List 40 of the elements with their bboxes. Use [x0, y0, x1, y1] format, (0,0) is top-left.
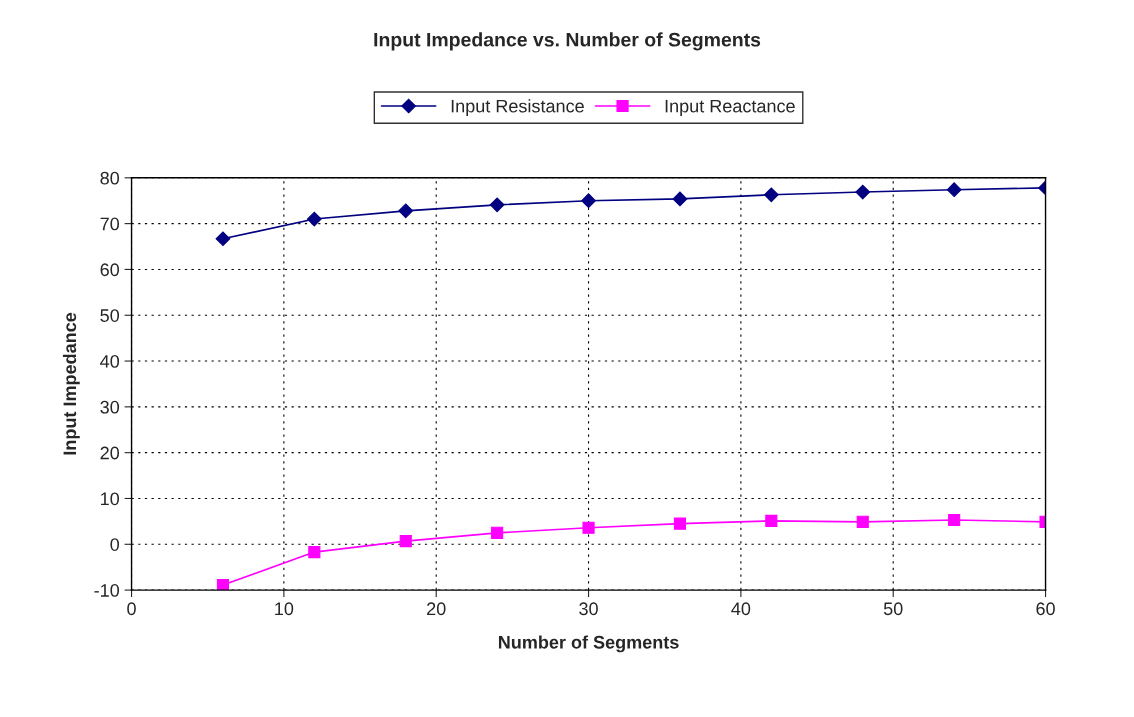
- x-tick-label: 0: [127, 602, 136, 616]
- y-tick-label: 0: [110, 538, 120, 551]
- y-tick-label: 10: [101, 492, 120, 506]
- y-tick-label: -10: [94, 584, 120, 597]
- point: [763, 187, 779, 203]
- x-tick-label: 30: [579, 602, 598, 616]
- point: [582, 521, 595, 534]
- point: [398, 203, 414, 219]
- point: [581, 193, 596, 209]
- point: [306, 211, 322, 227]
- x-tick-label: 50: [883, 602, 903, 616]
- y-tick-label: 30: [100, 400, 120, 414]
- point: [856, 515, 869, 528]
- point: [215, 231, 231, 247]
- x-tick-label: 20: [427, 602, 446, 616]
- y-tick-label: 60: [100, 263, 120, 277]
- x-tick-label: 40: [731, 602, 751, 616]
- point: [946, 182, 962, 198]
- y-tick-label: 40: [100, 354, 120, 368]
- y-tick-label: 80: [100, 171, 120, 185]
- y-tick-label: 20: [100, 446, 120, 460]
- y-axis-title: Input Impedance: [62, 312, 80, 455]
- point: [948, 513, 961, 527]
- point: [765, 514, 778, 527]
- x-tick-label: 60: [1036, 602, 1055, 616]
- legend-label: Input Reactance: [665, 99, 795, 117]
- point: [216, 578, 230, 591]
- point: [308, 545, 321, 559]
- x-axis-title: Number of Segments: [498, 635, 679, 653]
- point: [673, 517, 687, 530]
- point: [855, 184, 871, 200]
- point: [672, 191, 688, 207]
- chart-title: Input Impedance vs. Number of Segments: [374, 32, 761, 51]
- point: [489, 197, 505, 213]
- y-tick-label: 50: [100, 309, 120, 322]
- point: [399, 535, 412, 548]
- legend-label: Input Resistance: [451, 99, 584, 117]
- point: [491, 526, 504, 539]
- x-tick-label: 10: [275, 602, 294, 616]
- y-tick-label: 70: [100, 217, 120, 231]
